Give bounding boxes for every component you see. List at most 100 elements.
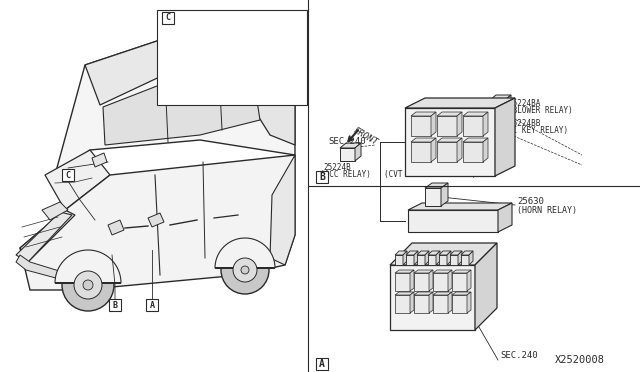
Polygon shape	[228, 21, 276, 26]
FancyBboxPatch shape	[162, 12, 174, 24]
Text: 25224Z: 25224Z	[421, 164, 449, 173]
Polygon shape	[505, 115, 511, 133]
Polygon shape	[417, 255, 425, 265]
Polygon shape	[55, 35, 295, 175]
Polygon shape	[490, 120, 505, 133]
Polygon shape	[498, 203, 512, 232]
Polygon shape	[429, 270, 433, 291]
Polygon shape	[16, 212, 72, 262]
Polygon shape	[411, 116, 431, 136]
Polygon shape	[266, 21, 276, 56]
Text: 25224B: 25224B	[323, 164, 351, 173]
Polygon shape	[445, 148, 460, 161]
Polygon shape	[408, 210, 498, 232]
Text: FRONT: FRONT	[352, 126, 380, 148]
Polygon shape	[411, 112, 436, 116]
Polygon shape	[229, 61, 234, 79]
Polygon shape	[428, 251, 440, 255]
Text: B: B	[319, 172, 325, 182]
Polygon shape	[395, 292, 414, 295]
Polygon shape	[410, 270, 414, 291]
Polygon shape	[414, 251, 418, 265]
Polygon shape	[483, 112, 488, 136]
Text: SEC.240: SEC.240	[165, 44, 197, 52]
Text: (HORN RELAY): (HORN RELAY)	[517, 206, 577, 215]
Polygon shape	[460, 143, 466, 161]
Polygon shape	[340, 148, 355, 161]
Polygon shape	[108, 220, 124, 235]
Polygon shape	[458, 251, 462, 265]
Polygon shape	[463, 116, 483, 136]
Polygon shape	[425, 183, 448, 188]
Polygon shape	[414, 295, 429, 313]
Circle shape	[83, 280, 93, 290]
Polygon shape	[495, 98, 515, 176]
Polygon shape	[490, 100, 505, 113]
Polygon shape	[437, 138, 462, 142]
FancyBboxPatch shape	[146, 299, 158, 311]
Polygon shape	[467, 292, 471, 313]
Polygon shape	[405, 98, 515, 108]
Polygon shape	[475, 243, 497, 330]
Polygon shape	[417, 251, 429, 255]
Polygon shape	[437, 142, 457, 162]
Circle shape	[233, 258, 257, 282]
Polygon shape	[448, 270, 452, 291]
Polygon shape	[452, 292, 471, 295]
Polygon shape	[414, 270, 433, 273]
Polygon shape	[431, 112, 436, 136]
Polygon shape	[170, 16, 232, 22]
Polygon shape	[452, 270, 471, 273]
Polygon shape	[452, 295, 467, 313]
Polygon shape	[16, 255, 82, 285]
Polygon shape	[216, 61, 234, 65]
Polygon shape	[483, 138, 488, 162]
Polygon shape	[45, 150, 110, 210]
Polygon shape	[216, 65, 229, 79]
FancyBboxPatch shape	[157, 10, 307, 105]
Polygon shape	[425, 251, 429, 265]
Polygon shape	[450, 251, 462, 255]
FancyBboxPatch shape	[109, 299, 121, 311]
Polygon shape	[403, 251, 407, 265]
Polygon shape	[461, 251, 473, 255]
Polygon shape	[92, 153, 107, 167]
Polygon shape	[433, 273, 448, 291]
Text: (WIPER): (WIPER)	[192, 73, 225, 81]
Polygon shape	[425, 188, 441, 206]
Polygon shape	[490, 95, 511, 100]
Polygon shape	[467, 270, 471, 291]
Polygon shape	[433, 292, 452, 295]
Polygon shape	[436, 251, 440, 265]
Polygon shape	[406, 251, 418, 255]
Text: A: A	[319, 359, 325, 369]
Polygon shape	[411, 138, 436, 142]
Polygon shape	[20, 210, 75, 260]
Polygon shape	[437, 112, 462, 116]
Polygon shape	[414, 292, 433, 295]
Text: (BLOWER RELAY): (BLOWER RELAY)	[508, 106, 573, 115]
Polygon shape	[390, 265, 475, 330]
Polygon shape	[410, 292, 414, 313]
Polygon shape	[270, 155, 295, 265]
FancyBboxPatch shape	[316, 171, 328, 183]
Polygon shape	[215, 238, 275, 268]
Polygon shape	[428, 255, 436, 265]
Polygon shape	[390, 243, 497, 265]
Polygon shape	[505, 95, 511, 113]
Polygon shape	[431, 138, 436, 162]
Polygon shape	[405, 108, 495, 176]
Polygon shape	[340, 143, 361, 148]
Text: 25224BA: 25224BA	[508, 99, 540, 109]
Polygon shape	[148, 213, 164, 227]
Text: 25224P: 25224P	[192, 65, 220, 74]
FancyBboxPatch shape	[316, 358, 328, 370]
Text: C: C	[166, 13, 170, 22]
Polygon shape	[437, 116, 457, 136]
FancyBboxPatch shape	[62, 169, 74, 181]
Polygon shape	[395, 251, 407, 255]
Polygon shape	[469, 251, 473, 265]
Circle shape	[62, 259, 114, 311]
Polygon shape	[439, 255, 447, 265]
Text: B: B	[113, 301, 118, 310]
